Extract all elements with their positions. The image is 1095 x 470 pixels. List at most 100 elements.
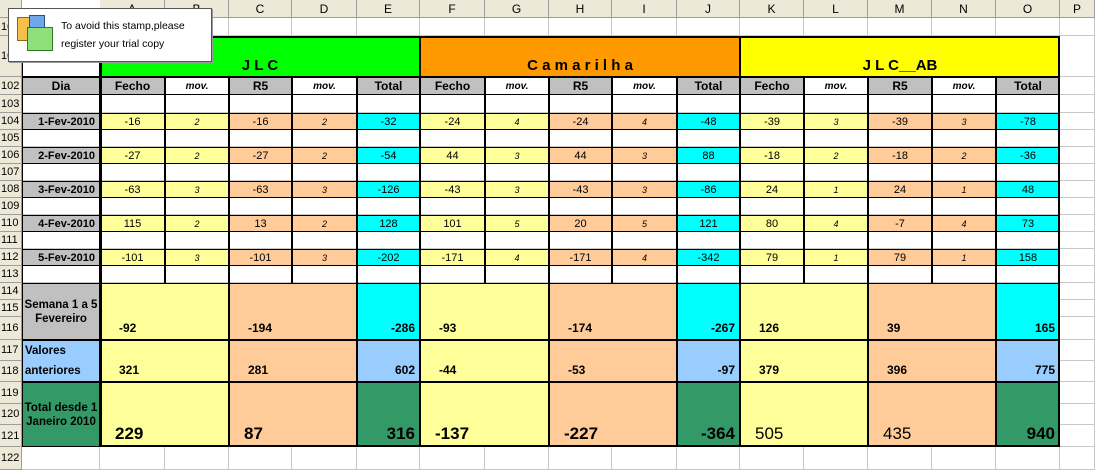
grid-cell[interactable] xyxy=(549,18,612,36)
blank-cell[interactable] xyxy=(868,232,932,249)
grid-cell[interactable] xyxy=(804,18,868,36)
value-cell[interactable]: 3 xyxy=(165,181,229,198)
grid-cell[interactable] xyxy=(549,447,612,470)
blank-cell[interactable] xyxy=(485,198,549,215)
total-sum[interactable]: 775 xyxy=(996,340,1060,382)
blank-cell[interactable] xyxy=(612,164,677,181)
grid-cell[interactable] xyxy=(1060,147,1095,164)
value-cell[interactable]: 3 xyxy=(485,147,549,164)
blank-cell[interactable] xyxy=(420,232,485,249)
value-cell[interactable]: -48 xyxy=(677,113,740,130)
value-cell[interactable]: 2 xyxy=(165,147,229,164)
grid-cell[interactable] xyxy=(740,447,804,470)
total-sum[interactable]: 165 xyxy=(996,283,1060,340)
value-cell[interactable]: 80 xyxy=(740,215,804,232)
grid-cell[interactable] xyxy=(932,447,996,470)
value-cell[interactable]: -24 xyxy=(549,113,612,130)
value-cell[interactable]: 73 xyxy=(996,215,1060,232)
header-fecho-5[interactable]: Fecho xyxy=(420,77,485,95)
value-cell[interactable]: 1 xyxy=(804,181,868,198)
value-cell[interactable]: 3 xyxy=(165,249,229,266)
blank-cell[interactable] xyxy=(357,232,420,249)
row-header-108[interactable]: 108 xyxy=(0,181,22,198)
value-cell[interactable]: 3 xyxy=(485,181,549,198)
value-cell[interactable]: 4 xyxy=(932,215,996,232)
blank-cell[interactable] xyxy=(612,130,677,147)
column-header-e[interactable]: E xyxy=(357,0,420,18)
column-header-p[interactable]: P xyxy=(1060,0,1095,18)
value-cell[interactable]: 128 xyxy=(357,215,420,232)
grid-cell[interactable] xyxy=(804,447,868,470)
r5-sum[interactable]: -194 xyxy=(229,283,357,340)
blank-cell[interactable] xyxy=(292,198,357,215)
column-header-l[interactable]: L xyxy=(804,0,868,18)
blank-cell[interactable] xyxy=(868,266,932,283)
blank-cell[interactable] xyxy=(868,164,932,181)
blank-cell[interactable] xyxy=(229,164,292,181)
blank-cell[interactable] xyxy=(932,198,996,215)
header-r5-12[interactable]: R5 xyxy=(868,77,932,95)
value-cell[interactable]: 115 xyxy=(100,215,165,232)
row-header-119[interactable]: 119 xyxy=(0,382,22,404)
value-cell[interactable]: 3 xyxy=(292,181,357,198)
grid-cell[interactable] xyxy=(1060,36,1095,77)
blank-cell[interactable] xyxy=(740,95,804,113)
grid-cell[interactable] xyxy=(612,18,677,36)
value-cell[interactable]: 4 xyxy=(612,249,677,266)
r5-sum[interactable]: -227 xyxy=(549,382,677,447)
value-cell[interactable]: -39 xyxy=(740,113,804,130)
value-cell[interactable]: 101 xyxy=(420,215,485,232)
grid-cell[interactable] xyxy=(1060,181,1095,198)
value-cell[interactable]: -16 xyxy=(229,113,292,130)
row-header-113[interactable]: 113 xyxy=(0,266,22,283)
total-sum[interactable]: -97 xyxy=(677,340,740,382)
blank-cell[interactable] xyxy=(677,164,740,181)
header-mov-1[interactable]: mov. xyxy=(165,77,229,95)
blank-cell[interactable] xyxy=(357,95,420,113)
header-dia[interactable]: Dia xyxy=(22,77,100,95)
blank-cell[interactable] xyxy=(420,130,485,147)
grid-cell[interactable] xyxy=(1060,317,1095,340)
header-mov-8[interactable]: mov. xyxy=(612,77,677,95)
column-header-i[interactable]: I xyxy=(612,0,677,18)
blank-cell[interactable] xyxy=(612,232,677,249)
row-header-107[interactable]: 107 xyxy=(0,164,22,181)
blank-cell[interactable] xyxy=(996,232,1060,249)
value-cell[interactable]: 2 xyxy=(804,147,868,164)
column-header-h[interactable]: H xyxy=(549,0,612,18)
value-cell[interactable]: 5 xyxy=(485,215,549,232)
grid-cell[interactable] xyxy=(677,447,740,470)
blank-cell[interactable] xyxy=(165,232,229,249)
row-header-117[interactable]: 117 xyxy=(0,340,22,361)
value-cell[interactable]: 44 xyxy=(420,147,485,164)
value-cell[interactable]: -126 xyxy=(357,181,420,198)
value-cell[interactable]: -63 xyxy=(229,181,292,198)
blank-cell[interactable] xyxy=(677,198,740,215)
blank-cell[interactable] xyxy=(996,95,1060,113)
grid-cell[interactable] xyxy=(1060,300,1095,317)
grid-cell[interactable] xyxy=(996,18,1060,36)
fecho-sum[interactable]: -92 xyxy=(100,283,229,340)
grid-cell[interactable] xyxy=(612,447,677,470)
grid-cell[interactable] xyxy=(100,447,165,470)
value-cell[interactable]: -54 xyxy=(357,147,420,164)
r5-sum[interactable]: 435 xyxy=(868,382,996,447)
value-cell[interactable]: 2 xyxy=(292,113,357,130)
value-cell[interactable]: -171 xyxy=(549,249,612,266)
blank-cell[interactable] xyxy=(22,130,100,147)
blank-cell[interactable] xyxy=(420,198,485,215)
blank-cell[interactable] xyxy=(549,95,612,113)
grid-cell[interactable] xyxy=(1060,95,1095,113)
column-header-d[interactable]: D xyxy=(292,0,357,18)
value-cell[interactable]: 4 xyxy=(485,249,549,266)
blank-cell[interactable] xyxy=(22,232,100,249)
value-cell[interactable]: 1 xyxy=(804,249,868,266)
row-header-118[interactable]: 118 xyxy=(0,361,22,382)
row-header-104[interactable]: 104 xyxy=(0,113,22,130)
grid-cell[interactable] xyxy=(420,18,485,36)
row-header-110[interactable]: 110 xyxy=(0,215,22,232)
blank-cell[interactable] xyxy=(485,232,549,249)
value-cell[interactable]: 2 xyxy=(292,215,357,232)
blank-cell[interactable] xyxy=(612,95,677,113)
grid-cell[interactable] xyxy=(485,18,549,36)
